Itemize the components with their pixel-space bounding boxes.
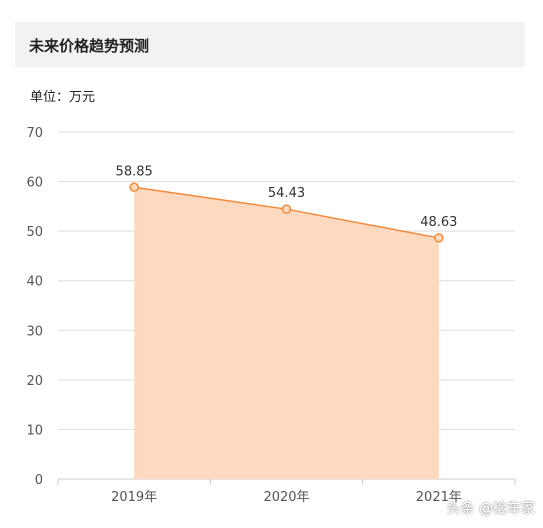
x-tick-label: 2021年 [416, 490, 462, 505]
y-tick-label: 50 [26, 225, 43, 240]
data-label: 54.43 [268, 186, 305, 201]
y-tick-label: 70 [26, 126, 43, 141]
data-label: 58.85 [116, 164, 153, 179]
unit-label: 单位：万元 [30, 90, 96, 105]
x-tick-label: 2020年 [263, 490, 309, 505]
y-tick-label: 40 [26, 275, 43, 290]
chart-header: 未来价格趋势预测 [15, 22, 525, 67]
y-tick-label: 20 [26, 374, 43, 389]
data-point [129, 182, 139, 193]
y-tick-label: 0 [35, 473, 43, 488]
data-label: 48.63 [420, 215, 457, 230]
area-fill [134, 187, 439, 479]
y-tick-label: 30 [26, 324, 43, 339]
watermark: 头条 @检车家 [446, 501, 535, 517]
x-tick-label: 2019年 [111, 490, 157, 505]
chart-title: 未来价格趋势预测 [29, 37, 150, 55]
y-tick-label: 10 [26, 423, 43, 438]
data-point [281, 204, 292, 214]
data-point [434, 233, 444, 243]
y-tick-label: 60 [26, 176, 43, 191]
